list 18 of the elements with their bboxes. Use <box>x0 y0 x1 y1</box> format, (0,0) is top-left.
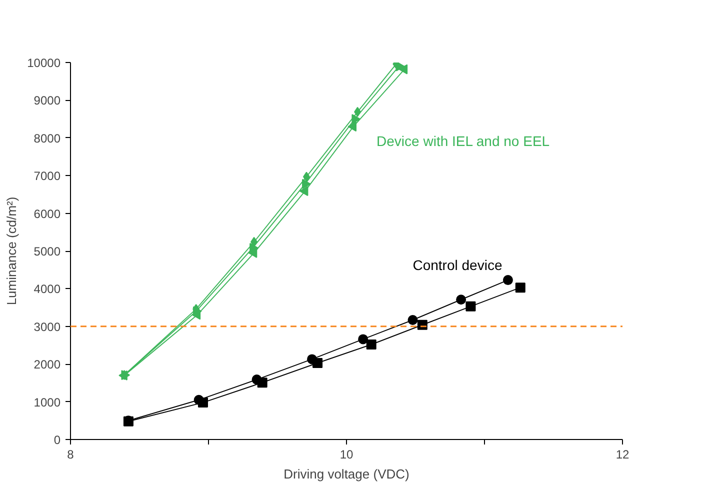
y-tick-label: 6000 <box>34 206 61 221</box>
x-tick-label: 8 <box>67 448 74 462</box>
y-tick-label: 5000 <box>34 244 61 258</box>
series-label: Control device <box>412 256 502 273</box>
y-tick-label: 1000 <box>34 395 61 410</box>
x-axis-title: Driving voltage (VDC) <box>284 466 410 482</box>
y-tick-label: 10000 <box>27 56 61 70</box>
y-tick-label: 3000 <box>34 320 61 334</box>
y-tick-label: 0 <box>54 433 61 447</box>
x-tick-label: 10 <box>340 448 354 462</box>
y-tick-label: 4000 <box>34 282 61 296</box>
y-tick-label: 8000 <box>34 131 61 146</box>
y-tick-label: 7000 <box>34 169 61 184</box>
y-axis-title: Luminance (cd/m²) <box>4 196 20 306</box>
y-tick-label: 9000 <box>34 94 61 108</box>
y-tick-label: 2000 <box>34 358 61 372</box>
series-label: Device with IEL and no EEL <box>376 132 550 149</box>
x-tick-label: 12 <box>616 448 630 462</box>
